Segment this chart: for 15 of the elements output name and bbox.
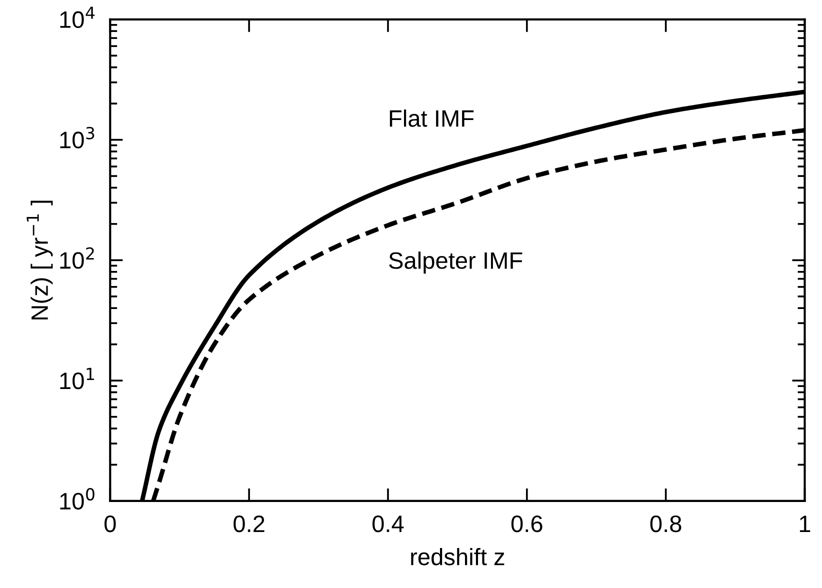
x-tick-label: 1 bbox=[800, 516, 810, 532]
x-tick-label: 0.4 bbox=[372, 515, 404, 532]
x-tick-label: 0 bbox=[104, 515, 116, 532]
y-tick-label: 10$^{0}$ bbox=[60, 488, 94, 510]
x-tick-label: 0.8 bbox=[650, 515, 682, 532]
x-axis-title: redshift z bbox=[411, 548, 504, 566]
y-tick-label: 10$^{2}$ bbox=[60, 247, 94, 269]
annotation: Flat IMF bbox=[390, 110, 474, 127]
y-tick-label: 10$^{3}$ bbox=[60, 126, 94, 148]
y-tick-label: 10$^{1}$ bbox=[60, 368, 94, 390]
y-tick-label: 10$^{4}$ bbox=[60, 6, 95, 28]
y-axis-title: N(z) [ yr$^{−1}$ ] bbox=[26, 200, 53, 320]
annotation: Salpeter IMF bbox=[389, 252, 522, 274]
x-tick-label: 0.6 bbox=[511, 515, 542, 532]
x-tick-label: 0.2 bbox=[234, 515, 264, 532]
